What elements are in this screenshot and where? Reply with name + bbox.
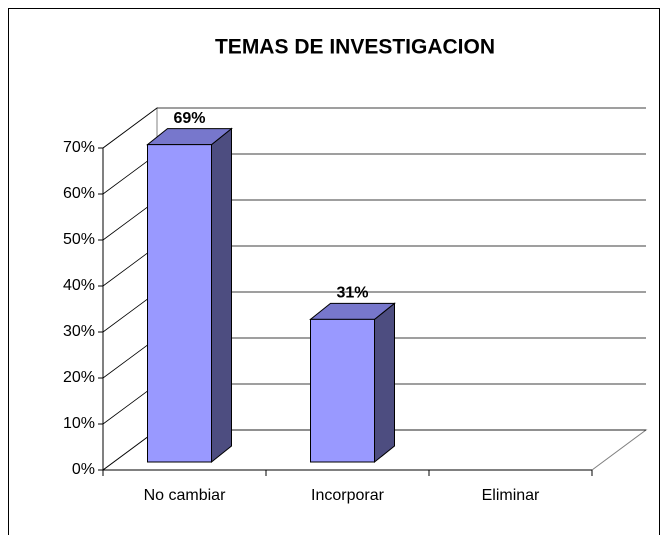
y-tick-label: 60% — [63, 185, 95, 202]
y-tick-label: 70% — [63, 139, 95, 156]
value-label: 31% — [336, 285, 368, 302]
bar-front — [310, 318, 375, 463]
bar — [309, 302, 396, 464]
bar-front — [147, 144, 212, 463]
bar — [146, 127, 233, 464]
y-tick-label: 40% — [63, 277, 95, 294]
y-tick-label: 0% — [72, 461, 95, 478]
grid-line — [102, 107, 646, 149]
x-tick-label: Incorporar — [311, 487, 385, 504]
x-tick-label: Eliminar — [482, 487, 540, 504]
bar-side — [374, 302, 395, 464]
y-tick-label: 10% — [63, 415, 95, 432]
y-tick-label: 30% — [63, 323, 95, 340]
y-tick-label: 20% — [63, 369, 95, 386]
x-tick-label: No cambiar — [144, 487, 226, 504]
back-wall — [157, 108, 646, 430]
chart-title: TEMAS DE INVESTIGACION — [215, 36, 495, 59]
y-tick-label: 50% — [63, 231, 95, 248]
value-label: 69% — [173, 110, 205, 127]
bar-side — [211, 127, 232, 464]
